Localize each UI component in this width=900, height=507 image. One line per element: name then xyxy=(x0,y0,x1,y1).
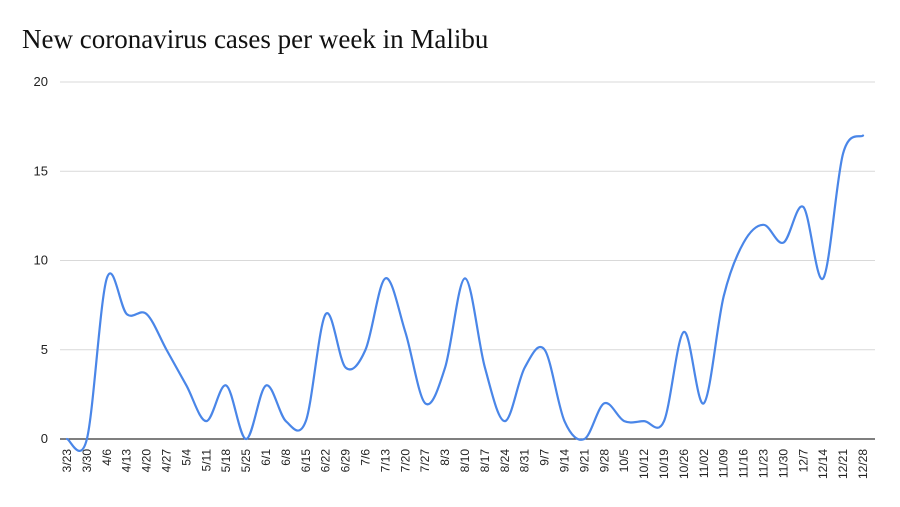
data-point xyxy=(741,240,746,245)
data-point xyxy=(164,347,169,352)
data-point xyxy=(224,383,229,388)
x-tick-label: 8/10 xyxy=(458,449,472,473)
data-point xyxy=(343,365,348,370)
x-tick-label: 12/28 xyxy=(856,449,870,479)
x-tick-label: 12/14 xyxy=(816,449,830,479)
data-point xyxy=(443,365,448,370)
x-tick-label: 8/24 xyxy=(498,449,512,473)
x-tick-label: 5/25 xyxy=(239,449,253,473)
data-point xyxy=(482,365,487,370)
x-tick-label: 12/21 xyxy=(836,449,850,479)
x-tick-label: 8/17 xyxy=(478,449,492,473)
data-point xyxy=(363,347,368,352)
data-point xyxy=(403,329,408,334)
data-point xyxy=(124,312,129,317)
x-tick-label: 7/13 xyxy=(378,449,392,473)
data-point xyxy=(65,437,70,442)
data-point xyxy=(721,294,726,299)
series-layer xyxy=(65,133,866,452)
data-point xyxy=(602,401,607,406)
x-tick-label: 7/20 xyxy=(398,449,412,473)
x-tick-label: 7/27 xyxy=(418,449,432,473)
data-point xyxy=(323,312,328,317)
x-tick-label: 11/09 xyxy=(717,449,731,478)
x-tick-label: 9/14 xyxy=(558,449,572,473)
y-tick-label: 5 xyxy=(41,342,48,357)
x-tick-label: 7/6 xyxy=(359,449,373,466)
data-point xyxy=(622,419,627,424)
data-point xyxy=(502,419,507,424)
data-point xyxy=(801,204,806,209)
data-point xyxy=(761,222,766,227)
data-point xyxy=(84,437,89,442)
x-tick-label: 8/31 xyxy=(518,449,532,473)
y-tick-label: 0 xyxy=(41,431,48,446)
x-axis-ticks: 3/23 3/30 4/6 4/13 4/20 4/27 5/4 5/11 5/18 5/25 6/… xyxy=(60,449,870,479)
x-tick-label: 11/16 xyxy=(737,449,751,478)
data-point xyxy=(582,437,587,442)
x-tick-label: 10/26 xyxy=(677,449,691,479)
series-line xyxy=(65,134,865,452)
y-tick-label: 20 xyxy=(34,74,48,89)
data-point xyxy=(662,419,667,424)
x-tick-label: 4/6 xyxy=(100,449,114,466)
x-tick-label: 4/13 xyxy=(120,449,134,473)
data-point xyxy=(841,151,846,156)
chart-title: New coronavirus cases per week in Malibu xyxy=(22,24,489,54)
y-tick-label: 10 xyxy=(34,253,48,268)
data-point xyxy=(542,347,547,352)
data-point xyxy=(244,437,249,442)
x-tick-label: 10/12 xyxy=(637,449,651,479)
x-tick-label: 10/5 xyxy=(617,449,631,473)
data-point xyxy=(781,240,786,245)
data-point xyxy=(681,329,686,334)
data-point xyxy=(522,365,527,370)
data-point xyxy=(104,276,109,281)
x-tick-label: 6/22 xyxy=(319,449,333,473)
x-tick-label: 3/30 xyxy=(80,449,94,473)
data-point xyxy=(642,419,647,424)
x-tick-label: 5/4 xyxy=(179,449,193,466)
x-tick-label: 6/29 xyxy=(339,449,353,473)
x-tick-label: 9/7 xyxy=(538,449,552,466)
y-axis-ticks: 0 5 10 15 20 xyxy=(34,74,48,446)
x-tick-label: 9/28 xyxy=(597,449,611,473)
x-tick-label: 6/15 xyxy=(299,449,313,473)
x-tick-label: 8/3 xyxy=(438,449,452,466)
data-point xyxy=(283,419,288,424)
x-tick-label: 4/27 xyxy=(160,449,174,473)
x-tick-label: 9/21 xyxy=(577,449,591,473)
data-point xyxy=(184,383,189,388)
x-tick-label: 11/23 xyxy=(757,449,771,478)
x-tick-label: 4/20 xyxy=(140,449,154,473)
data-point xyxy=(821,276,826,281)
x-tick-label: 6/8 xyxy=(279,449,293,466)
y-tick-label: 15 xyxy=(34,163,48,178)
x-tick-label: 3/23 xyxy=(60,449,74,473)
data-point xyxy=(423,401,428,406)
data-point xyxy=(562,419,567,424)
data-point xyxy=(463,276,468,281)
data-point xyxy=(204,419,209,424)
x-tick-label: 6/1 xyxy=(259,449,273,466)
x-tick-label: 5/11 xyxy=(199,449,213,472)
data-point xyxy=(264,383,269,388)
x-tick-label: 10/19 xyxy=(657,449,671,479)
gridlines xyxy=(60,81,875,440)
x-tick-label: 5/18 xyxy=(219,449,233,473)
data-point xyxy=(383,276,388,281)
x-tick-label: 12/7 xyxy=(796,449,810,473)
data-point xyxy=(701,401,706,406)
data-point xyxy=(303,419,308,424)
x-tick-label: 11/30 xyxy=(776,449,790,478)
data-point xyxy=(144,312,149,317)
data-point xyxy=(861,133,866,138)
x-tick-label: 11/02 xyxy=(697,449,711,478)
